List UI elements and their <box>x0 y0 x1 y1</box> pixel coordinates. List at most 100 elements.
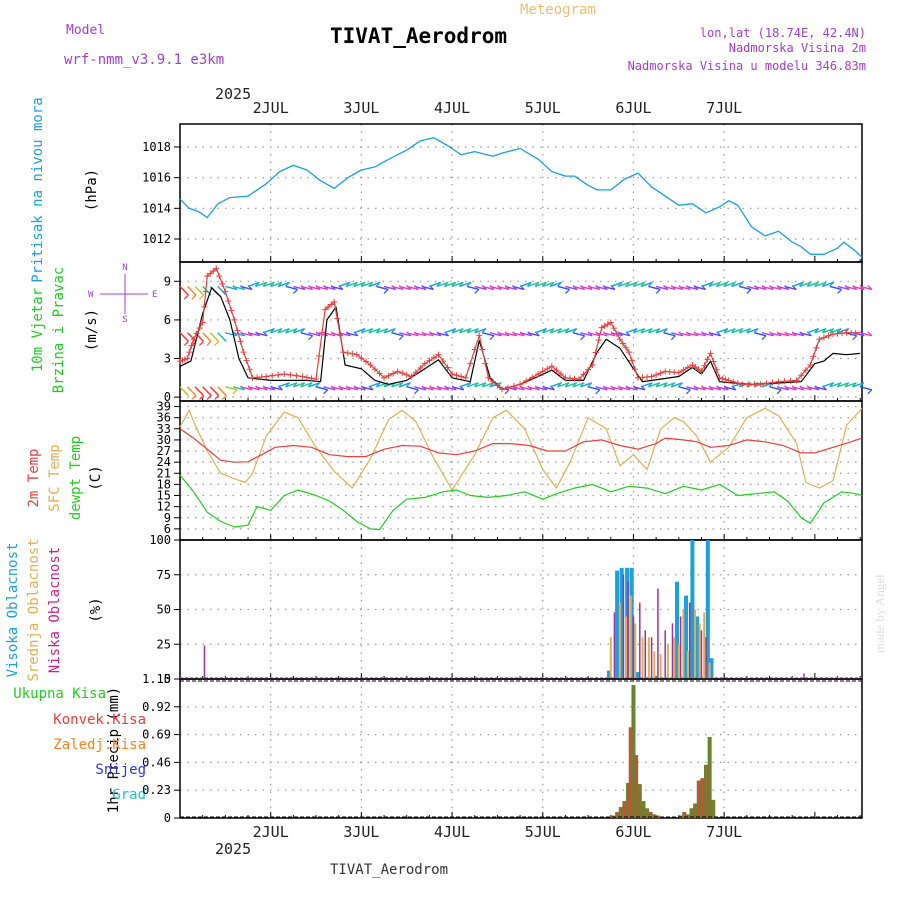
cloud-bar <box>647 637 650 679</box>
cloud-bar <box>703 612 706 679</box>
wind-barb-feather <box>214 340 220 346</box>
gust-marker <box>202 288 209 295</box>
gust-marker <box>328 301 335 308</box>
top-year-label: 2025 <box>215 85 251 103</box>
wind-barb <box>270 386 283 391</box>
wind-barb <box>353 281 366 288</box>
wind-barb <box>255 386 268 391</box>
wind-barb <box>769 285 782 291</box>
wind-barb <box>557 382 570 388</box>
wind-barb <box>398 285 411 291</box>
wind-barb <box>534 328 547 334</box>
wind-barb <box>565 285 578 291</box>
precip-legend: Ukupna Kisa Konvek.Kisa Zaledj.Kisa Snijeg G… <box>13 686 146 803</box>
wind-barb <box>361 328 373 334</box>
wind-barb <box>618 281 630 288</box>
gust-marker <box>751 381 758 388</box>
gust-marker <box>319 329 326 336</box>
gust-marker <box>692 364 699 371</box>
wind-barb <box>761 285 774 291</box>
wind-barb <box>723 386 736 391</box>
wind-barb <box>844 285 857 291</box>
gust-marker <box>775 378 782 385</box>
precip-convective-bar <box>639 784 641 818</box>
bottom-day-labels: 2JUL 3JUL 4JUL 5JUL 6JUL 7JUL <box>253 823 743 841</box>
cloud-panel: Visoka Oblacnost Srednja Oblacnost Niska… <box>5 533 863 686</box>
gust-marker <box>698 368 705 375</box>
wind-barb-feather <box>678 382 683 388</box>
wind-barb-feather <box>867 284 873 290</box>
wind-barb <box>391 285 404 291</box>
wind-barb <box>353 386 366 391</box>
gust-marker <box>722 376 729 383</box>
model-label: Model <box>66 23 105 38</box>
wind-barb <box>791 332 804 337</box>
wind-barb <box>822 328 834 334</box>
wind-barb <box>285 382 298 388</box>
wind-barb-feather <box>183 391 189 396</box>
wind-barb <box>618 332 631 337</box>
cloud-bar <box>622 574 625 679</box>
cloud-bar <box>639 602 641 679</box>
wind-barb <box>421 386 434 391</box>
gust-marker <box>190 336 197 343</box>
precip-convective-bar <box>650 811 652 818</box>
wind-barb <box>436 332 449 337</box>
wind-barb <box>383 285 396 291</box>
wind-barb <box>603 332 616 337</box>
gust-marker <box>263 373 270 380</box>
gust-marker <box>231 316 238 323</box>
wind-barb <box>701 332 714 337</box>
wind-barb <box>686 386 699 391</box>
wind-barb <box>497 285 510 291</box>
wind-barb <box>640 281 653 288</box>
gust-marker <box>269 372 276 379</box>
gust-marker <box>813 344 820 351</box>
gust-marker <box>657 370 664 377</box>
y-tick-label: 15 <box>157 489 171 503</box>
wind-barb <box>587 285 600 291</box>
wind-barb <box>829 285 842 291</box>
wind-barb <box>519 332 532 337</box>
bottom-day-label: 6JUL <box>615 823 651 841</box>
gust-marker <box>535 370 542 377</box>
gust-marker <box>713 366 720 373</box>
cloud-bar <box>664 630 666 679</box>
wind-barb-feather <box>199 340 204 346</box>
wind-barb <box>262 386 275 391</box>
y-tick-label: 0.92 <box>142 700 171 714</box>
gust-marker <box>734 379 741 386</box>
wind-barb <box>776 386 789 391</box>
wind-barb <box>255 281 268 288</box>
wind-barb <box>209 332 220 342</box>
wind-barb-feather <box>776 389 782 395</box>
wind-barb <box>625 328 638 334</box>
wind-barb <box>225 332 238 337</box>
wind-barb <box>716 328 729 334</box>
gust-marker <box>781 378 788 385</box>
wind-barb <box>565 382 577 388</box>
gust-marker <box>580 371 587 378</box>
wind-barb <box>860 386 872 391</box>
wind-barb <box>466 328 479 334</box>
wind-barb-feather <box>191 395 197 400</box>
wind-barb <box>330 285 343 291</box>
wind-barb <box>255 332 268 337</box>
wind-barb <box>330 386 343 391</box>
wind-barb <box>550 328 562 334</box>
wind-barb <box>519 281 532 288</box>
wind-barb-feather <box>859 382 865 388</box>
gust-marker <box>399 370 406 377</box>
gust-marker <box>523 377 530 384</box>
gust-marker <box>453 372 460 379</box>
wind-barb <box>595 285 608 291</box>
wind-barb <box>860 285 872 291</box>
gust-marker <box>511 382 518 389</box>
wind-barb-feather <box>183 294 189 300</box>
cloud-bar <box>657 588 659 679</box>
wind-barb <box>187 386 197 396</box>
wind-barb <box>489 332 502 337</box>
wind-barb <box>527 332 540 337</box>
wind-barb <box>278 281 290 288</box>
wind-barb <box>398 382 411 388</box>
